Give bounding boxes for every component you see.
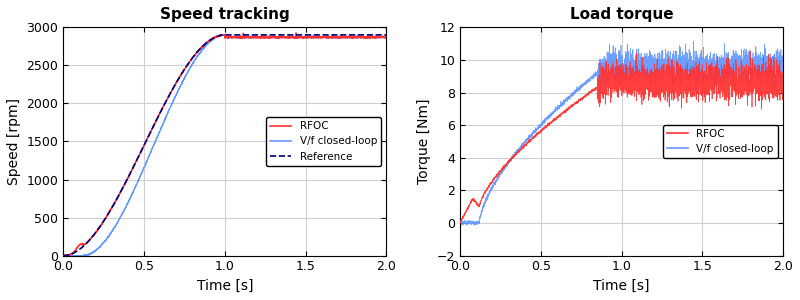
Title: Load torque: Load torque <box>570 7 674 22</box>
Title: Speed tracking: Speed tracking <box>160 7 290 22</box>
Y-axis label: Speed [rpm]: Speed [rpm] <box>7 98 21 185</box>
Legend: RFOC, V/f closed-loop: RFOC, V/f closed-loop <box>663 125 778 158</box>
Y-axis label: Torque [Nm]: Torque [Nm] <box>417 99 431 184</box>
Legend: RFOC, V/f closed-loop, Reference: RFOC, V/f closed-loop, Reference <box>266 117 381 166</box>
X-axis label: Time [s]: Time [s] <box>594 279 650 293</box>
X-axis label: Time [s]: Time [s] <box>197 279 253 293</box>
